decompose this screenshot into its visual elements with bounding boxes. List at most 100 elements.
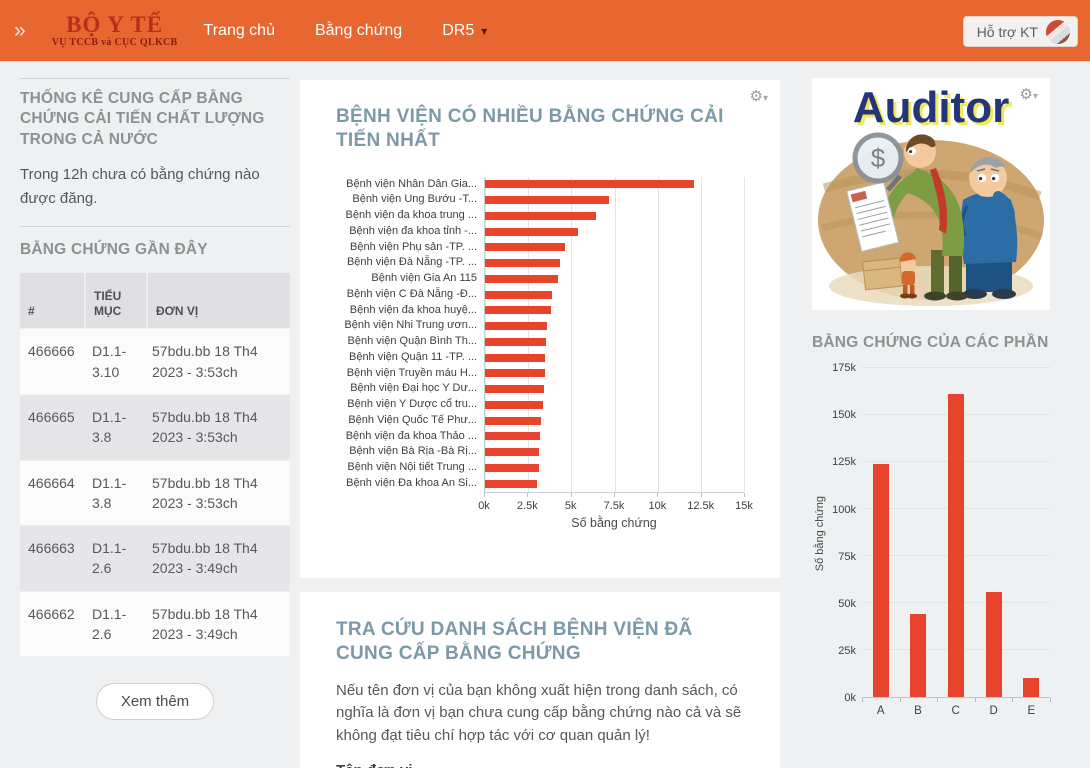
bar-row — [485, 397, 744, 413]
avatar — [1046, 19, 1070, 44]
logo-subtitle: VỤ TCCB và CỤC QLKCB — [51, 37, 178, 49]
search-card-title: TRA CỨU DANH SÁCH BỆNH VIỆN ĐÃ CUNG CẤP … — [336, 619, 693, 664]
nav-item-home[interactable]: Trang chủ — [204, 22, 275, 40]
hospital-category-label: Bệnh viện Nhân Dân Gia... — [346, 177, 477, 190]
nav-item-home-label: Trang chủ — [203, 21, 275, 39]
see-more-button[interactable]: Xem thêm — [95, 683, 215, 721]
evidence-id-cell: 466665 — [28, 408, 75, 425]
table-body: 466666 D1.1-3.10 57bdu.bb 18 Th4 2023 - 3:… — [20, 329, 290, 657]
bar — [1023, 678, 1040, 698]
bar — [485, 211, 596, 220]
hospital-category-label: Bệnh viện C Đà Nẵng -Đ... — [346, 287, 477, 300]
bar — [485, 385, 544, 394]
right-panel: ⚙▾ Auditor Auditor — [812, 78, 1051, 717]
gridline — [700, 176, 702, 492]
y-tick-label: 75k — [838, 550, 856, 563]
hospital-category-label: Bệnh viện đa khoa trung ... — [345, 209, 477, 221]
nav-item-dr5-dropdown[interactable]: DR5 ▾ — [442, 22, 487, 40]
bar — [485, 290, 553, 299]
bar — [872, 464, 889, 698]
x-tick-label: 12.5k — [687, 499, 715, 512]
tick-mark — [657, 492, 659, 497]
card-settings-control[interactable]: ⚙▾ — [750, 87, 768, 105]
recent-evidence-table: # TIỂU MỤC ĐƠN VỊ 466666 D1.1-3.10 57bdu.b… — [20, 273, 290, 657]
bar-row — [485, 429, 744, 445]
bar-row — [485, 413, 744, 429]
bar-row — [485, 224, 744, 240]
unit-cell: 57bdu.bb 18 Th4 2023 - 3:53ch — [152, 408, 258, 446]
gridline — [485, 176, 486, 492]
section-cell: D1.1-2.6 — [92, 540, 127, 577]
sections-chart-y-axis: 0k 25k 50k 75k 100k 125k 150k 175k — [827, 362, 862, 704]
x-tick-label: 0k — [478, 499, 490, 512]
nav-item-evidence-label: Bằng chứng — [314, 21, 403, 39]
bar-row — [485, 366, 744, 382]
hospital-category-label: Bệnh Viện Quốc Tế Phư... — [348, 413, 477, 426]
hospital-category-label: Bệnh viện Nội tiết Trung ... — [347, 461, 477, 473]
hospital-category-label: Bệnh viện Đại học Y Dư... — [350, 382, 477, 395]
tick-mark — [570, 492, 572, 497]
unit-name-label: Tên đơn vị — [336, 762, 744, 768]
section-cell: D1.1-3.8 — [92, 408, 127, 446]
bar — [910, 614, 927, 698]
stats-heading: THỐNG KÊ CUNG CẤP BẰNG CHỨNG CẢI TIẾN CH… — [20, 90, 265, 148]
unit-cell: 57bdu.bb 18 Th4 2023 - 3:49ch — [152, 540, 258, 577]
sidebar-collapse-icon[interactable]: » — [14, 19, 26, 42]
tick-mark — [614, 492, 615, 497]
bar — [485, 479, 537, 488]
gridline — [862, 367, 1050, 369]
sections-bar-chart: Số bằng chứng 0k 25k 50k 75k 100k 125k 150k 175… — [812, 362, 1051, 717]
left-sidebar: THỐNG KÊ CUNG CẤP BẰNG CHỨNG CẢI TIẾN CH… — [20, 62, 290, 721]
hospital-category-label: Bệnh viện Phụ sản -TP. ... — [350, 240, 477, 253]
search-card-description: Nếu tên đơn vị của bạn không xuất hiện t… — [336, 681, 742, 744]
bar — [485, 448, 540, 457]
unit-cell: 57bdu.bb 18 Th4 2023 - 3:53ch — [152, 343, 258, 380]
gridline — [571, 176, 573, 492]
divider — [20, 78, 290, 79]
tick-mark — [1012, 698, 1014, 703]
hospital-category-label: Bệnh viện Quận Bình Th... — [347, 335, 477, 347]
evidence-id-cell: 466663 — [28, 540, 75, 557]
hospital-category-label: Bệnh viện đa khoa tỉnh -... — [349, 224, 477, 237]
bar — [485, 369, 546, 378]
evidence-id-cell: 466662 — [28, 605, 75, 622]
bar-row — [485, 177, 744, 193]
hospital-category-label: Bệnh viện đa khoa Thảo ... — [345, 429, 477, 442]
hospital-category-label: Bệnh viện Ung Bướu -T... — [352, 193, 477, 206]
bars — [862, 368, 1050, 698]
tick-mark — [527, 492, 529, 497]
support-button[interactable]: Hỗ trợ KT — [962, 16, 1078, 47]
table-header-row: # TIỂU MỤC ĐƠN VỊ — [20, 273, 290, 329]
bar-row — [485, 271, 744, 287]
nav-item-dr5-label: DR5 — [442, 21, 475, 39]
bar — [485, 227, 579, 236]
nav-item-evidence[interactable]: Bằng chứng — [315, 22, 402, 40]
bar — [947, 394, 964, 698]
table-header-unit: ĐƠN VỊ — [148, 273, 290, 329]
unit-cell: 57bdu.bb 18 Th4 2023 - 3:49ch — [152, 605, 258, 642]
gridline — [614, 176, 616, 492]
hospital-category-label: Bệnh viện đa khoa huyệ... — [349, 303, 477, 316]
bar-row — [485, 334, 744, 350]
chevron-down-icon: ▾ — [481, 23, 488, 38]
hospital-chart-title: BỆNH VIỆN CÓ NHIỀU BẰNG CHỨNG CẢI TIẾN N… — [336, 106, 724, 151]
hospital-category-label: Bệnh viện Truyền máu H... — [346, 366, 477, 379]
x-tick-label: 5k — [564, 499, 577, 512]
stats-status-text: Trong 12h chưa có bằng chứng nào được đă… — [20, 166, 260, 207]
bar-row — [485, 318, 744, 334]
tick-mark — [1050, 698, 1051, 703]
y-tick-label: 175k — [832, 362, 856, 375]
table-row: 466666 D1.1-3.10 57bdu.bb 18 Th4 2023 - 3:… — [20, 329, 290, 394]
auditor-title-text: Auditor — [853, 83, 1009, 132]
x-tick-label: 7.5k — [603, 499, 625, 512]
ministry-logo[interactable]: BỘ Y TẾ VỤ TCCB và CỤC QLKCB — [51, 12, 178, 49]
chevron-down-icon: ▾ — [762, 93, 768, 104]
bar — [485, 463, 539, 472]
table-header-section: TIỂU MỤC — [86, 273, 146, 329]
divider — [20, 225, 290, 227]
bar-row — [485, 208, 744, 224]
sections-chart-plot-area — [862, 367, 1051, 703]
bar-row — [485, 287, 744, 303]
card-settings-control[interactable]: ⚙▾ — [1020, 85, 1038, 103]
